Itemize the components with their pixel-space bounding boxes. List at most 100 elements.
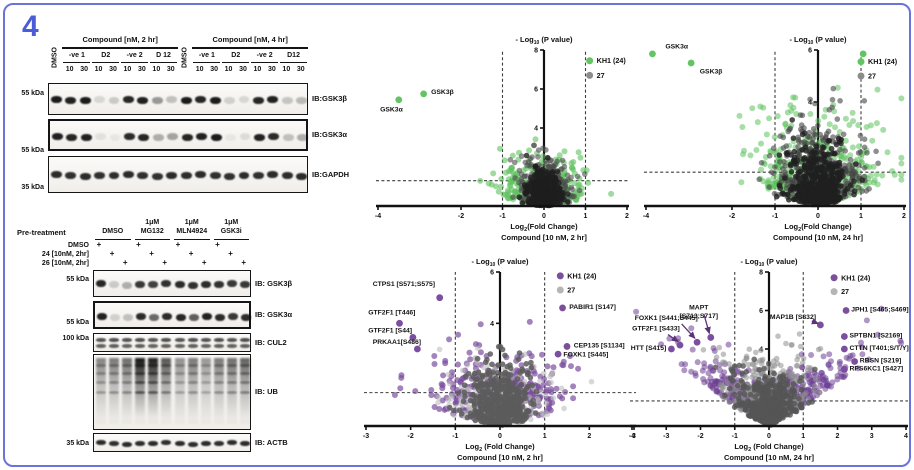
x-tick-label: -4: [375, 213, 381, 220]
subgroup-underline: [121, 62, 149, 64]
protein-band: [296, 97, 308, 105]
protein-band: [166, 171, 178, 179]
molecular-weight-marker: 100 kDa: [62, 335, 89, 342]
subgroup-label: D2: [101, 52, 111, 59]
x-axis-title: Log2 (Fold Change): [465, 442, 535, 453]
protein-band: [239, 133, 251, 141]
antibody-label: IB:GSK3α: [312, 130, 348, 139]
subgroup-underline: [150, 62, 177, 64]
legend-swatch: [556, 286, 564, 294]
protein-band: [121, 344, 132, 348]
protein-band: [196, 132, 208, 140]
smear-band: [121, 372, 132, 375]
smear-band: [95, 381, 106, 384]
smear-band: [240, 391, 251, 394]
plus-mark: +: [109, 249, 115, 258]
labeled-data-point: [436, 294, 444, 302]
protein-band: [66, 133, 78, 141]
labeled-data-point: [707, 334, 715, 341]
legend-label: 27: [841, 287, 849, 296]
labeled-data-point: [676, 341, 684, 349]
group-header-underline: [192, 47, 308, 49]
plus-mark: +: [201, 258, 207, 267]
smear-band: [135, 364, 146, 367]
labeled-data-point: [859, 50, 867, 58]
x-tick-label: -3: [663, 433, 669, 440]
point-annotation: HTT [S415]: [631, 345, 667, 352]
ubiquitin-smear: [227, 358, 238, 424]
ubiquitin-smear: [187, 358, 198, 424]
smear-band: [108, 372, 119, 375]
point-annotation: MAP1B [S832]: [770, 314, 816, 321]
protein-band: [50, 171, 62, 179]
protein-band: [161, 280, 172, 288]
protein-band: [267, 95, 279, 103]
point-annotation: RBSN [S219]: [860, 357, 902, 364]
point-annotation: JPH1 [S465;S469]: [851, 306, 908, 313]
protein-band: [80, 134, 92, 142]
x-axis-title: Log2 (Fold Change): [734, 442, 804, 453]
protein-band: [109, 313, 120, 321]
point-annotation: CTTN [T401;S/T/Y]: [849, 345, 908, 352]
protein-band: [94, 96, 106, 104]
protein-band: [122, 171, 134, 179]
molecular-weight-marker: 35 kDa: [66, 440, 89, 447]
x-tick-label: 2: [902, 213, 906, 220]
smear-band: [174, 391, 185, 394]
gel-blot-1: [93, 270, 251, 297]
dose-label: 30: [210, 66, 218, 73]
smear-band: [187, 372, 198, 375]
dose-label: 30: [109, 66, 117, 73]
labeled-data-point: [396, 319, 403, 327]
smear-band: [174, 381, 185, 384]
labeled-data-point: [649, 50, 656, 58]
molecular-weight-marker: 55 kDa: [21, 90, 44, 97]
scatter-series-core: [446, 343, 540, 428]
dose-label: 10: [94, 66, 103, 73]
y-axis-title: - Log10 (P value): [515, 35, 573, 46]
subgroup-label: D12: [287, 52, 300, 59]
x-tick-label: 2: [587, 433, 591, 440]
protein-band: [188, 314, 199, 322]
x-tick-label: -2: [697, 433, 703, 440]
protein-band: [180, 96, 192, 104]
protein-band: [267, 171, 279, 179]
condition-label: Compound [10 nM, 2 hr]: [501, 233, 587, 242]
point-annotation: GSK3α: [380, 106, 404, 113]
group-header-underline: [62, 47, 178, 49]
y-axis-title: - Log10 (P value): [740, 257, 798, 268]
protein-band: [175, 313, 186, 321]
subgroup-label: -ve 1: [68, 52, 85, 59]
protein-band: [200, 440, 211, 446]
protein-band: [108, 441, 119, 446]
protein-band: [268, 132, 280, 140]
smear-band: [240, 372, 251, 375]
protein-band: [79, 172, 91, 180]
ubiquitin-smear: [95, 358, 106, 424]
legend-swatch: [586, 71, 594, 79]
protein-band: [240, 344, 251, 348]
point-annotation: PRKAA1[S486]: [373, 339, 421, 346]
smear-band: [121, 364, 132, 367]
point-annotation: GSK3β: [431, 89, 454, 96]
treatment-row-label: 24 [10nM, 2hr]: [41, 251, 89, 258]
antibody-label: IB: UB: [255, 387, 278, 396]
antibody-label: IB:GSK3β: [312, 94, 347, 103]
labeled-data-point: [563, 343, 571, 350]
protein-band: [282, 133, 294, 141]
dose-label: 30: [296, 66, 305, 73]
smear-band: [108, 364, 119, 367]
protein-band: [161, 338, 172, 342]
molecular-weight-marker: 55 kDa: [66, 276, 89, 283]
y-tick-label: 6: [534, 87, 538, 94]
smear-band: [108, 391, 119, 394]
lane-label-dmso: DMSO: [51, 47, 59, 68]
labeled-data-point: [409, 334, 417, 341]
protein-band: [296, 172, 308, 180]
protein-band: [227, 338, 238, 342]
x-tick-label: 0: [542, 213, 546, 220]
protein-band: [79, 97, 91, 105]
protein-band: [228, 312, 239, 320]
protein-band: [224, 172, 236, 180]
